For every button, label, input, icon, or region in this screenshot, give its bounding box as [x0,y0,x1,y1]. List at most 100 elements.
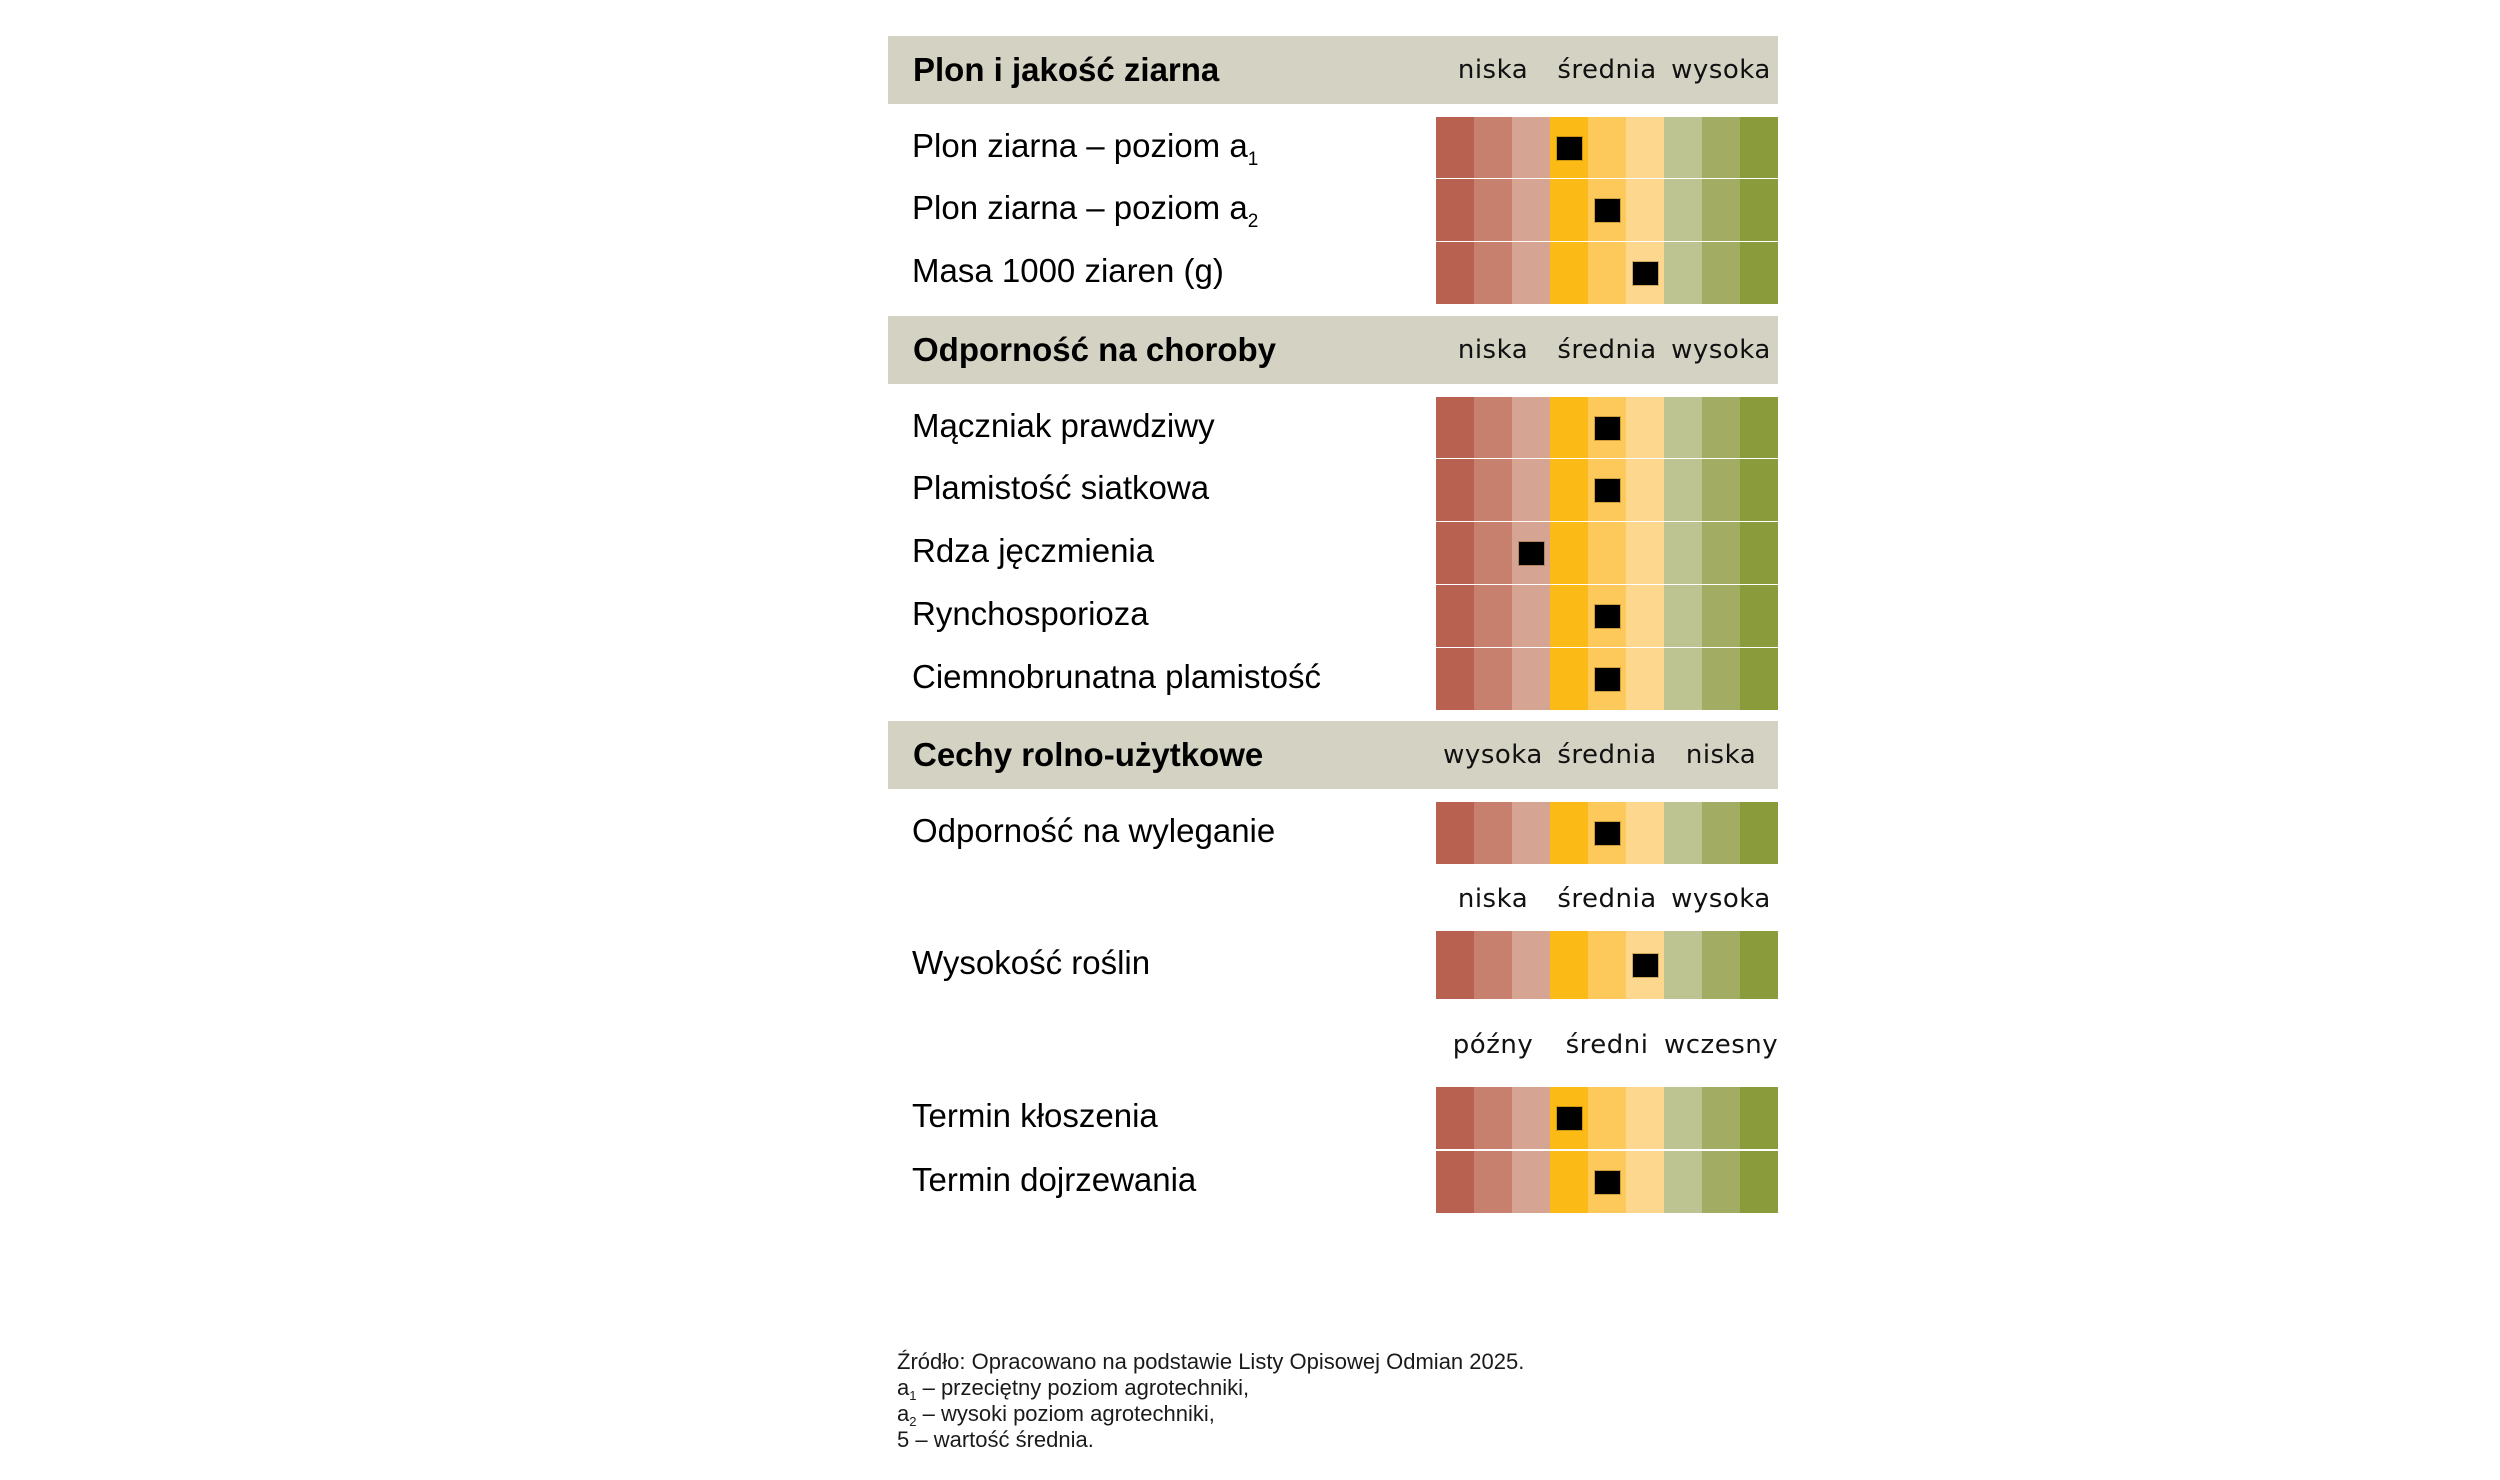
section-header-agronomic: Cechy rolno-użytkowe [888,721,1778,789]
scale-cell-7 [1664,648,1702,710]
scale-cell-7 [1664,522,1702,584]
scale-cell-2 [1474,802,1512,864]
row-label-subscript: 2 [1247,211,1259,232]
scale-cell-8 [1702,459,1740,521]
scale-cell-3 [1512,585,1550,647]
scale-label-high: wysoka [1443,740,1543,770]
scale-cell-1 [1436,802,1474,864]
scale-cell-7 [1664,931,1702,999]
footnote-a2-prefix: a [897,1401,910,1426]
scale-label-mid: średnia [1557,740,1657,770]
scale-cell-5 [1588,522,1626,584]
scale-label-mid: średni [1565,1030,1649,1060]
scale-cell-8 [1702,585,1740,647]
row-label-text: Masa 1000 ziaren (g) [912,252,1224,289]
scale-label-late: późny [1452,1030,1534,1060]
scale-cell-7 [1664,117,1702,178]
rating-marker [1556,1107,1582,1130]
scale-cell-7 [1664,1151,1702,1213]
scale-cell-3 [1512,1151,1550,1213]
rating-marker [1632,954,1658,977]
footnote-a1-text: – przeciętny poziom agrotechniki, [916,1375,1250,1400]
footnote-a1-sub: 1 [909,1388,917,1403]
scale-cell-1 [1436,931,1474,999]
section-title: Plon i jakość ziarna [913,51,1220,88]
scale-label-early: wczesny [1664,1030,1779,1060]
row-label: Odporność na wyleganie [912,811,1275,851]
rating-bar [1436,117,1778,178]
scale-cell-3 [1512,802,1550,864]
scale-label-high: wysoka [1671,884,1771,914]
footnote-a2-text: – wysoki poziom agrotechniki, [916,1401,1215,1426]
scale-cell-3 [1512,648,1550,710]
scale-cell-8 [1702,1151,1740,1213]
rating-bar [1436,179,1778,241]
scale-cell-7 [1664,585,1702,647]
scale-cell-8 [1702,117,1740,178]
scale-cell-6 [1626,459,1664,521]
scale-cell-8 [1702,1087,1740,1149]
scale-cell-6 [1626,1151,1664,1213]
scale-cell-5 [1588,117,1626,178]
scale-label-high: wysoka [1671,55,1771,85]
row-label: Rdza jęczmienia [912,531,1154,571]
scale-cell-7 [1664,397,1702,458]
row-label: Plon ziarna – poziom a2 [912,188,1258,231]
scale-cell-3 [1512,1087,1550,1149]
scale-label-high: wysoka [1671,335,1771,365]
scale-label-mid: średnia [1557,335,1657,365]
scale-cell-1 [1436,1151,1474,1213]
scale-cell-1 [1436,522,1474,584]
scale-cell-4 [1550,802,1588,864]
scale-cell-5 [1588,931,1626,999]
scale-cell-1 [1436,648,1474,710]
row-label: Termin dojrzewania [912,1160,1196,1200]
scale-cell-8 [1702,802,1740,864]
rating-marker [1594,416,1620,440]
scale-cell-3 [1512,931,1550,999]
scale-label-low: niska [1457,884,1529,914]
row-label-text: Termin kłoszenia [912,1097,1158,1134]
rating-marker [1594,822,1620,845]
scale-cell-2 [1474,117,1512,178]
scale-label-low: niska [1457,335,1529,365]
row-label: Masa 1000 ziaren (g) [912,251,1224,291]
rating-marker [1594,1171,1620,1194]
row-label: Ciemnobrunatna plamistość [912,657,1321,697]
scale-cell-4 [1550,1151,1588,1213]
row-label: Plamistość siatkowa [912,468,1209,508]
rating-marker [1594,199,1620,222]
scale-cell-3 [1512,117,1550,178]
scale-cell-1 [1436,459,1474,521]
scale-cell-6 [1626,1087,1664,1149]
scale-cell-1 [1436,117,1474,178]
scale-cell-4 [1550,459,1588,521]
footnote-a2-sub: 2 [909,1414,917,1429]
scale-cell-9 [1740,1151,1778,1213]
scale-cell-2 [1474,931,1512,999]
rating-marker [1594,668,1620,691]
scale-cell-9 [1740,931,1778,999]
scale-cell-8 [1702,397,1740,458]
footnote-source: Źródło: Opracowano na podstawie Listy Op… [897,1349,1525,1374]
scale-cell-9 [1740,1087,1778,1149]
row-label-text: Rynchosporioza [912,595,1149,632]
rating-marker [1518,542,1544,565]
scale-cell-1 [1436,1087,1474,1149]
row-label-text: Plon ziarna – poziom a [912,126,1248,164]
section-header-disease: Odporność na choroby [888,316,1778,384]
rating-bar [1436,585,1778,647]
scale-cell-6 [1626,585,1664,647]
row-label-text: Wysokość roślin [912,944,1151,981]
scale-cell-9 [1740,459,1778,521]
footnote-a1: a1 – przeciętny poziom agrotechniki, [897,1375,1250,1403]
scale-cell-4 [1550,397,1588,458]
scale-cell-9 [1740,397,1778,458]
rating-bar [1436,648,1778,710]
scale-cell-8 [1702,522,1740,584]
rating-bar [1436,802,1778,864]
footnote-mean: 5 – wartość średnia. [897,1427,1094,1452]
scale-cell-9 [1740,522,1778,584]
row-label: Mączniak prawdziwy [912,406,1215,446]
row-label-text: Rdza jęczmienia [912,532,1155,569]
